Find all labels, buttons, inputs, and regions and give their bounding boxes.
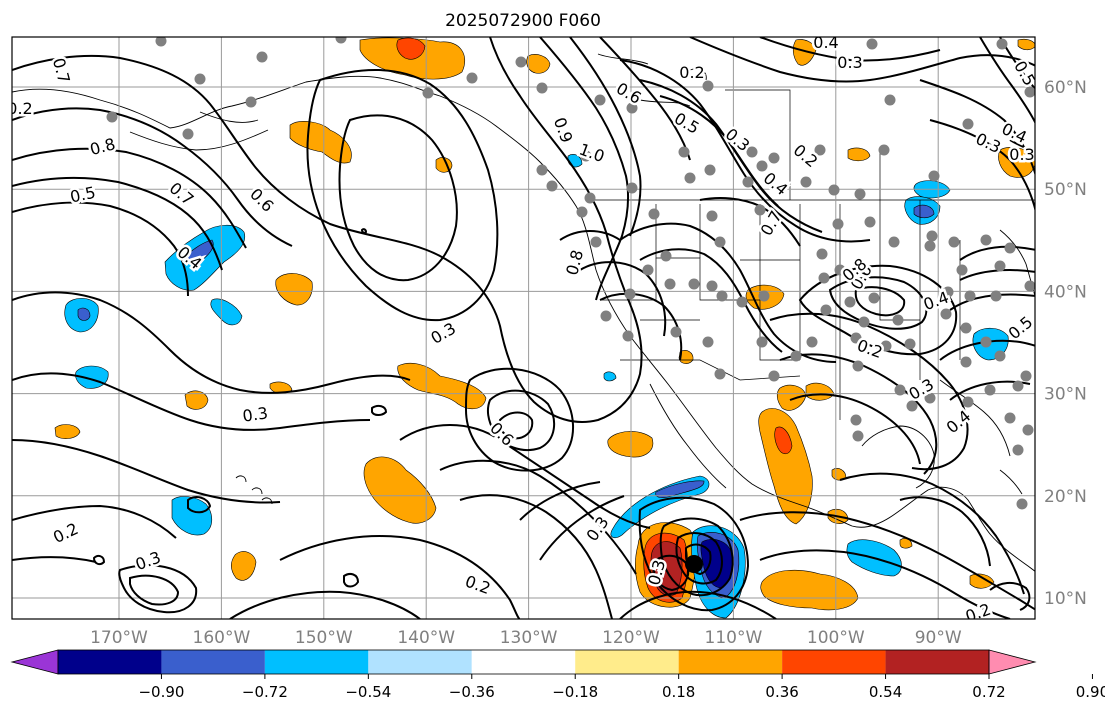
colorbar-segment [575,650,679,674]
station-markers [106,37,1035,510]
latitude-label: 10°N [1044,589,1087,609]
positive-anomaly-patch [275,273,313,306]
longitude-label: 170°W [90,628,148,648]
colorbar: −0.90 −0.72 −0.54 −0.36 −0.18 0.18 0.36 0.54 0.7… [10,649,1105,701]
colorbar-label: −0.72 [242,683,288,701]
colorbar-segment [368,650,472,674]
longitude-labels: 170°W 160°W 150°W 140°W 130°W 120°W 110°W 100°W… [90,628,962,648]
negative-anomaly-patch [77,307,91,321]
colorbar-max-extension [988,649,1037,675]
contour-label: 0.3 [837,53,862,72]
longitude-label: 90°W [915,628,962,648]
negative-anomaly-patch [185,239,214,263]
contour-label: 0.3 [241,403,269,425]
colorbar-segment [471,650,576,674]
positive-anomaly-patch [776,384,807,411]
contour-label: 0.3 [1009,145,1034,164]
positive-anomaly-patch [184,390,209,410]
colorbar-label: −0.18 [552,683,598,701]
colorbar-segment [264,650,369,674]
positive-anomaly-patch [231,551,257,581]
colorbar-label: 0.90 [1076,683,1105,701]
positive-anomaly-patch [760,569,859,611]
map-frame [11,36,1036,620]
colorbar-segment [782,650,886,674]
negative-anomaly-patch [603,371,617,382]
latitude-label: 60°N [1044,78,1087,98]
longitude-label: 120°W [602,628,660,648]
positive-anomaly-patch [998,147,1035,178]
latitude-label: 20°N [1044,487,1087,507]
positive-anomaly-patch [774,426,793,455]
colorbar-label: 0.54 [869,683,902,701]
latitude-label: 50°N [1044,180,1087,200]
longitude-label: 110°W [705,628,763,648]
positive-anomaly-patch [396,37,426,60]
longitude-label: 160°W [193,628,251,648]
positive-anomaly-patch [969,573,995,589]
longitude-label: 100°W [807,628,865,648]
colorbar-label: 0.72 [972,683,1005,701]
colorbar-label: 0.18 [662,683,695,701]
negative-anomaly-patch [913,204,935,219]
positive-anomaly-patch [847,147,871,162]
map-title: 2025072900 F060 [445,11,601,31]
negative-anomaly-patch [171,496,213,536]
negative-anomaly-patch [655,480,705,498]
latitude-labels: 60°N 50°N 40°N 30°N 20°N 10°N [1044,78,1087,609]
positive-anomaly-patch [397,363,487,410]
colorbar-outline [57,649,990,675]
positive-anomaly-patch [54,424,81,439]
colorbar-segment [58,650,162,674]
anomaly-fill-layer [54,37,1035,619]
latitude-label: 30°N [1044,385,1087,405]
positive-anomaly-patch [1017,38,1035,51]
positive-anomaly-patch [792,39,817,66]
negative-anomaly-patch [210,298,243,326]
positive-anomaly-patch [758,408,813,525]
colorbar-segment [678,650,783,674]
longitude-label: 150°W [295,628,353,648]
longitude-label: 130°W [500,628,558,648]
colorbar-label: −0.36 [449,683,495,701]
positive-anomaly-patch [269,381,293,394]
colorbar-segment [885,650,989,674]
longitude-label: 140°W [397,628,455,648]
positive-anomaly-patch [526,54,551,74]
contour-label: 0.4 [813,33,838,52]
positive-anomaly-patch [607,431,654,458]
contour-label: 0.2 [679,63,704,82]
colorbar-label: −0.90 [138,683,184,701]
colorbar-label: −0.54 [345,683,391,701]
colorbar-segment [161,650,265,674]
contour-label: 0.2 [7,99,32,118]
latitude-label: 40°N [1044,282,1087,302]
colorbar-label: 0.36 [765,683,798,701]
storm-center-marker [685,555,703,573]
colorbar-min-extension [10,649,59,675]
